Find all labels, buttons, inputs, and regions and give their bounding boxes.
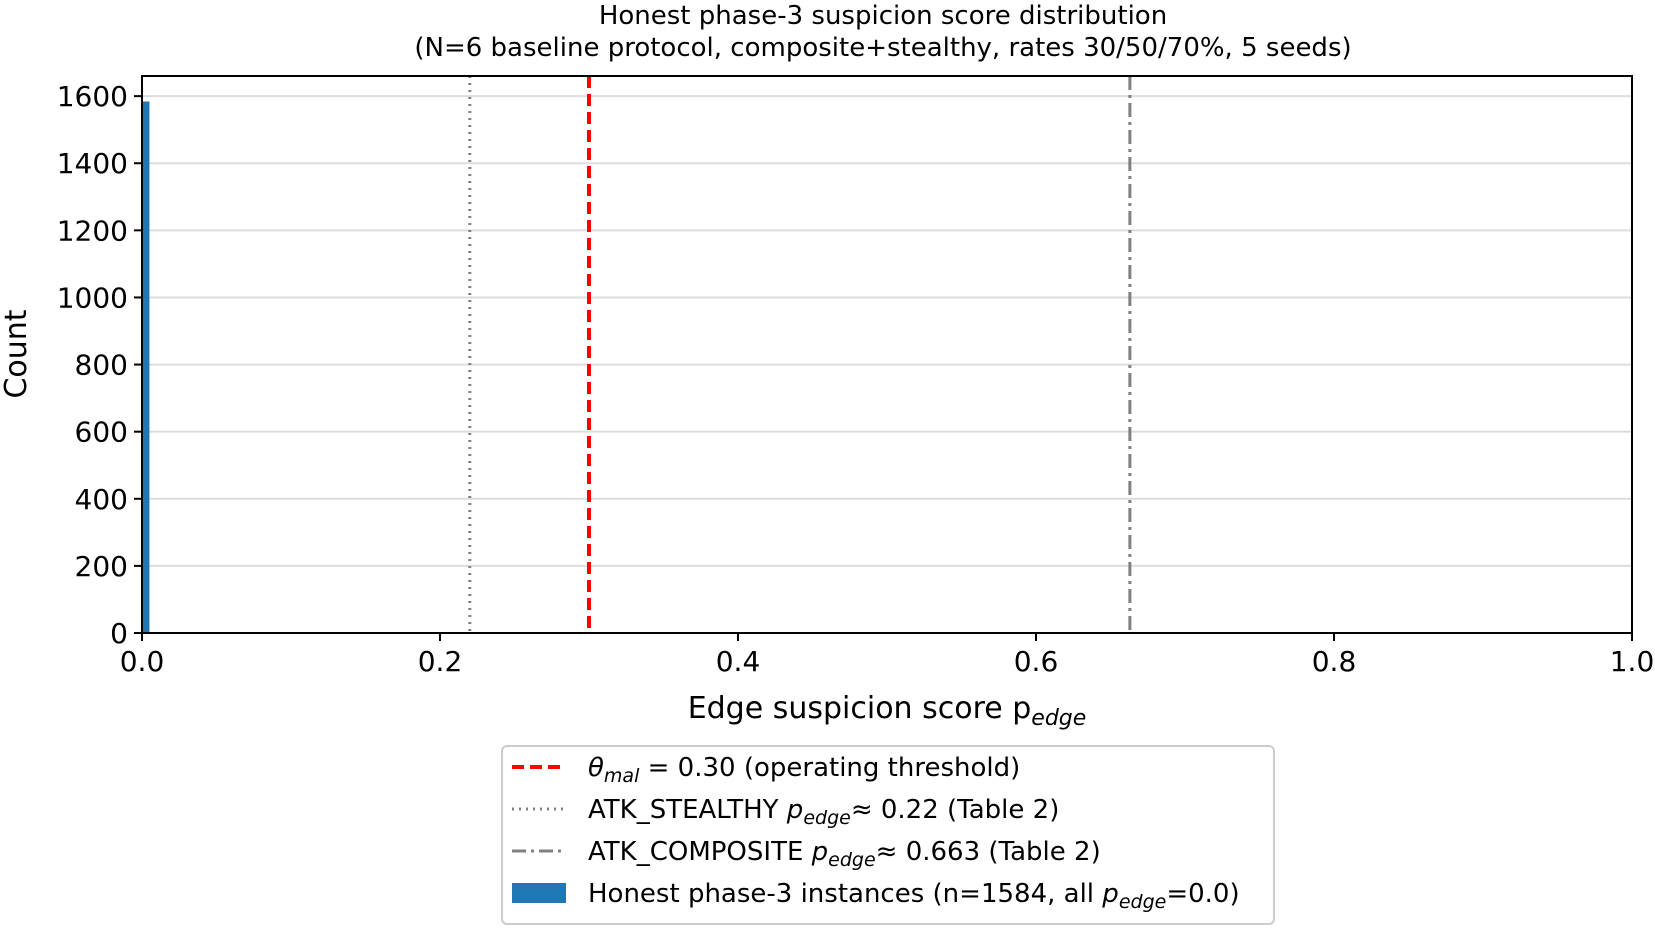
legend-label: ATK_COMPOSITE pedge≈ 0.663 (Table 2) [588,837,1101,871]
x-tick-label: 0.2 [418,645,463,678]
legend-label-text: ATK_COMPOSITE [588,837,812,867]
legend-label-subscript: edge [828,849,876,871]
x-axis-label-main: Edge suspicion score p [688,691,1032,726]
legend: θmal = 0.30 (operating threshold) ATK_STE… [501,745,1275,925]
legend-label-subscript: edge [803,807,851,829]
reference-lines [468,76,1132,633]
legend-label-symbol: p [786,795,804,825]
legend-label-subscript: mal [604,765,640,787]
legend-label-text: =0.0) [1166,879,1239,909]
chart-title: Honest phase-3 suspicion score distribut… [599,1,1167,31]
x-tick-label: 0.8 [1312,645,1357,678]
legend-label-text: Honest phase-3 instances (n=1584, all [588,879,1102,909]
plot-area: 0.0 0.2 0.4 0.6 0.8 1.0 0 200 400 600 800 1000 1200… [57,75,1655,678]
plot-frame [141,75,1633,634]
histogram-bar [142,101,150,633]
x-tick-label: 0.4 [716,645,761,678]
y-tick-label: 800 [75,349,128,382]
y-axis-ticks: 0 200 400 600 800 1000 1200 1400 1600 [57,80,142,650]
legend-label-symbol: p [1101,879,1119,909]
y-tick-label: 0 [110,617,128,650]
x-axis-label-sub: edge [1031,706,1086,731]
chart-subtitle: (N=6 baseline protocol, composite+stealt… [414,33,1351,63]
legend-label: ATK_STEALTHY pedge≈ 0.22 (Table 2) [588,795,1059,829]
legend-swatch-bar [512,883,566,903]
y-tick-label: 400 [75,483,128,516]
x-tick-label: 0.0 [120,645,165,678]
legend-label-text: ATK_STEALTHY [588,795,787,825]
legend-frame [501,745,1275,925]
legend-label-text: ≈ 0.22 (Table 2) [851,795,1060,825]
legend-label-text: ≈ 0.663 (Table 2) [876,837,1101,867]
x-axis-ticks: 0.0 0.2 0.4 0.6 0.8 1.0 [120,633,1655,678]
y-tick-label: 1600 [57,80,128,113]
x-tick-label: 0.6 [1014,645,1059,678]
y-tick-label: 1400 [57,147,128,180]
legend-label: Honest phase-3 instances (n=1584, all pe… [588,879,1240,913]
legend-label-text: = 0.30 (operating threshold) [639,753,1020,783]
legend-label-subscript: edge [1119,891,1167,913]
y-tick-label: 600 [75,416,128,449]
histogram-bars [142,101,150,633]
x-tick-label: 1.0 [1610,645,1655,678]
x-axis-label: Edge suspicion score pedge [688,691,1087,731]
y-tick-label: 1200 [57,214,128,247]
legend-label-symbol: θ [588,753,604,783]
y-tick-label: 200 [75,550,128,583]
y-axis-label: Count [0,309,34,398]
legend-label: θmal = 0.30 (operating threshold) [588,753,1020,787]
y-tick-label: 1000 [57,281,128,314]
legend-label-symbol: p [811,837,829,867]
gridlines [142,95,1632,634]
